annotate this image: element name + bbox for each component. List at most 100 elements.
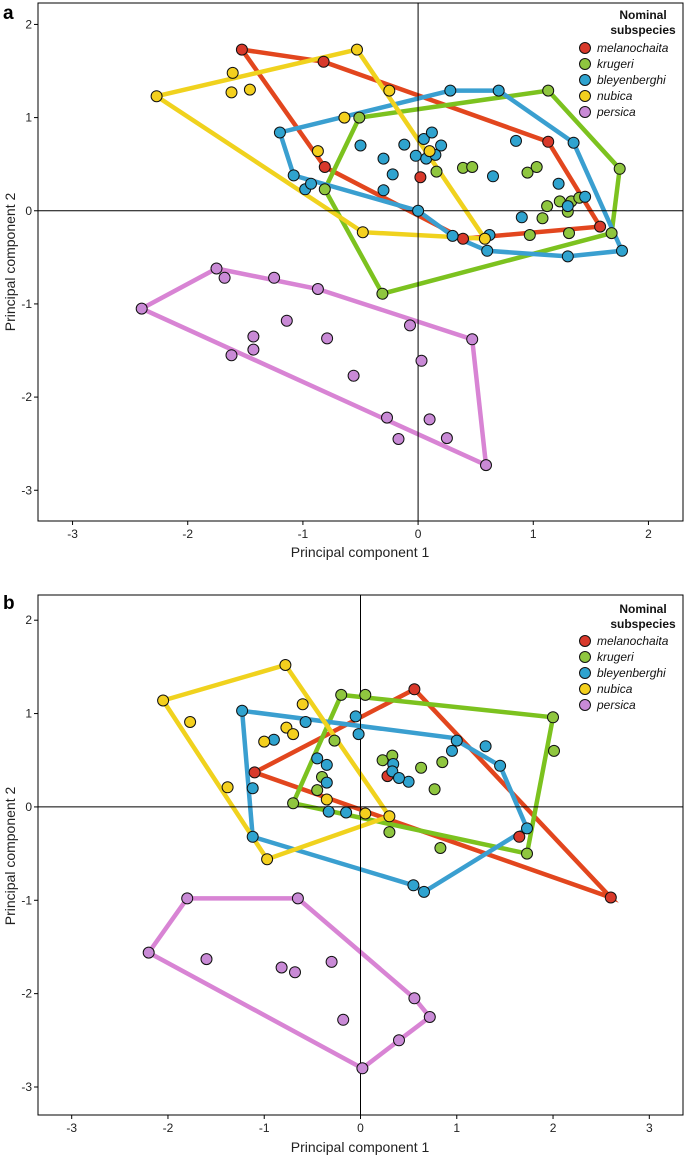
point-krugeri: [359, 688, 372, 701]
point-krugeri: [383, 826, 396, 839]
panel-b-legend-title-1: Nominal: [619, 602, 666, 616]
point-krugeri: [541, 200, 554, 213]
point-nubica: [359, 807, 372, 820]
point-krugeri: [521, 166, 534, 179]
legend-marker-bleyenberghi: [579, 74, 591, 86]
point-bleyenberghi: [425, 126, 438, 139]
point-krugeri: [428, 783, 441, 796]
y-tick-label: -2: [21, 987, 32, 1001]
panel-a-legend-title-2: subspecies: [610, 23, 676, 37]
point-bleyenberghi: [398, 138, 411, 151]
point-nubica: [311, 145, 324, 158]
legend-label-nubica: nubica: [597, 89, 633, 103]
point-persica: [415, 354, 428, 367]
y-tick-label: 0: [25, 800, 32, 814]
point-nubica: [320, 793, 333, 806]
panel-b-ticks: -3 -2 -1 0 1 2 3 -3 -2 -1 0 1 2: [21, 613, 653, 1135]
point-krugeri: [521, 847, 533, 860]
point-krugeri: [523, 229, 536, 241]
point-krugeri: [536, 212, 549, 225]
point-bleyenberghi: [320, 776, 333, 789]
legend-label-bleyenberghi: bleyenberghi: [597, 73, 666, 87]
legend-marker-persica: [579, 699, 591, 711]
legend-label-melanochaita: melanochaita: [597, 634, 669, 648]
point-persica: [218, 271, 231, 284]
point-nubica: [261, 853, 274, 866]
y-tick-label: 2: [25, 17, 32, 31]
point-bleyenberghi: [487, 170, 499, 183]
point-nubica: [356, 226, 369, 239]
point-bleyenberghi: [386, 168, 399, 181]
point-nubica: [221, 781, 234, 794]
point-persica: [423, 1011, 436, 1023]
legend-marker-melanochaita: [579, 42, 591, 54]
panel-a-ylabel: Principal component 2: [2, 193, 18, 332]
panel-a-zero-lines: [38, 3, 683, 521]
point-persica: [289, 966, 301, 979]
point-bleyenberghi: [246, 782, 259, 795]
point-nubica: [423, 145, 436, 158]
point-melanochaita: [542, 135, 555, 148]
point-nubica: [383, 810, 396, 823]
y-tick-label: 2: [25, 613, 32, 627]
panel-a-hulls: [136, 46, 626, 469]
point-nubica: [296, 698, 309, 711]
point-bleyenberghi: [273, 126, 286, 139]
hull-bleyenberghi: [239, 708, 530, 895]
point-nubica: [478, 232, 491, 245]
panel-b-ylabel: Principal component 2: [2, 787, 18, 926]
point-nubica: [225, 86, 238, 99]
point-bleyenberghi: [510, 134, 522, 147]
y-tick-label: -2: [21, 390, 32, 404]
panel-b-points: [142, 659, 617, 1075]
point-melanochaita: [604, 891, 617, 904]
point-persica: [142, 946, 155, 959]
point-persica: [325, 955, 338, 968]
point-melanochaita: [248, 766, 261, 779]
legend-label-bleyenberghi: bleyenberghi: [597, 666, 666, 680]
legend-marker-nubica: [579, 683, 591, 695]
point-krugeri: [548, 744, 560, 757]
point-bleyenberghi: [407, 879, 420, 892]
point-krugeri: [318, 183, 331, 196]
x-tick-label: 2: [645, 527, 652, 541]
point-krugeri: [466, 161, 479, 173]
x-tick-label: -2: [182, 527, 193, 541]
y-tick-label: 1: [25, 111, 32, 125]
point-krugeri: [376, 754, 389, 767]
panel-b-xlabel: Principal component 1: [291, 1139, 430, 1155]
point-bleyenberghi: [515, 211, 528, 224]
point-persica: [356, 1062, 369, 1075]
point-persica: [423, 413, 436, 426]
x-tick-label: -3: [66, 1121, 77, 1135]
legend-label-persica: persica: [596, 105, 636, 119]
point-bleyenberghi: [494, 759, 507, 772]
x-tick-label: 1: [530, 527, 537, 541]
y-tick-label: -1: [21, 893, 32, 907]
point-nubica: [157, 694, 170, 707]
point-nubica: [287, 728, 300, 741]
point-bleyenberghi: [579, 190, 592, 203]
point-bleyenberghi: [561, 200, 574, 213]
point-bleyenberghi: [320, 758, 333, 771]
point-persica: [247, 343, 260, 356]
point-krugeri: [311, 784, 324, 797]
point-bleyenberghi: [322, 805, 335, 818]
point-krugeri: [613, 162, 626, 175]
x-tick-label: 0: [357, 1121, 364, 1135]
point-krugeri: [335, 688, 348, 701]
point-persica: [280, 314, 293, 327]
x-tick-label: 3: [646, 1121, 653, 1135]
point-persica: [392, 433, 405, 445]
point-nubica: [226, 66, 239, 79]
hull-persica: [145, 896, 434, 1071]
panel-a-legend-entries: melanochaita krugeri bleyenberghi nubica per…: [579, 41, 669, 119]
point-melanochaita: [414, 171, 427, 184]
point-melanochaita: [235, 43, 248, 56]
point-persica: [404, 319, 416, 332]
point-nubica: [184, 716, 197, 728]
point-bleyenberghi: [340, 806, 353, 819]
point-melanochaita: [513, 830, 526, 843]
point-persica: [181, 892, 194, 905]
